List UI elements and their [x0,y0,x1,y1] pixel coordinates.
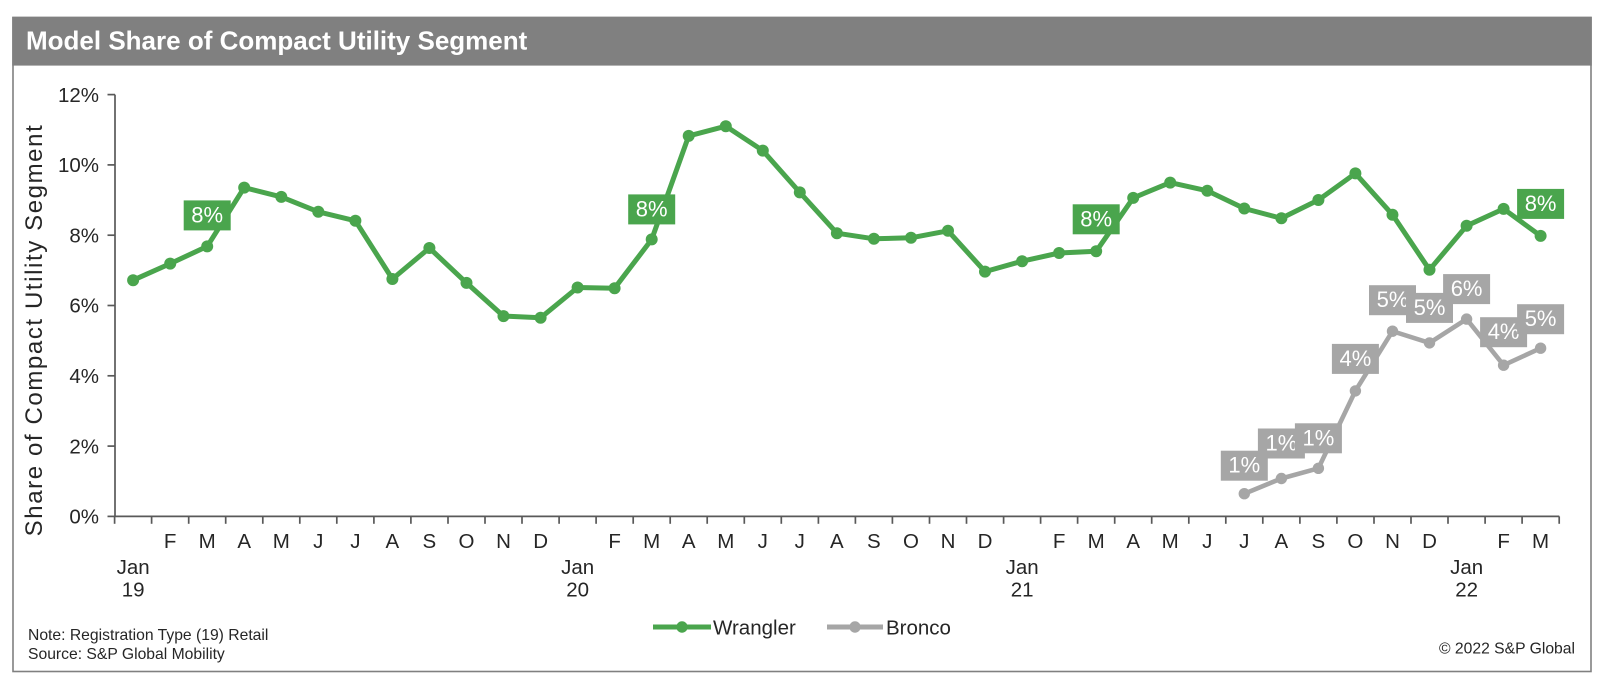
svg-text:Jan: Jan [1450,556,1483,579]
svg-text:S: S [867,530,881,553]
svg-text:8%: 8% [636,196,668,221]
svg-text:8%: 8% [69,224,99,247]
svg-text:Jan: Jan [1006,556,1039,579]
svg-text:M: M [643,530,660,553]
svg-text:6%: 6% [1451,276,1483,301]
svg-text:F: F [1497,530,1510,553]
svg-text:J: J [1202,530,1212,553]
svg-text:2%: 2% [69,435,99,458]
svg-text:M: M [1088,530,1105,553]
svg-text:4%: 4% [1488,319,1520,344]
svg-text:M: M [1162,530,1179,553]
svg-text:D: D [978,530,993,553]
svg-text:J: J [758,530,768,553]
svg-text:A: A [830,530,844,553]
svg-text:Source: S&P Global Mobility: Source: S&P Global Mobility [28,646,225,663]
svg-text:1%: 1% [1228,453,1260,478]
svg-text:8%: 8% [1080,206,1112,231]
svg-text:5%: 5% [1377,287,1409,312]
svg-text:F: F [164,530,177,553]
svg-text:A: A [237,530,251,553]
svg-text:J: J [1239,530,1249,553]
svg-text:N: N [941,530,956,553]
svg-text:A: A [1275,530,1289,553]
svg-text:J: J [795,530,805,553]
svg-text:Jan: Jan [561,556,594,579]
svg-text:0%: 0% [69,506,99,529]
svg-text:O: O [459,530,475,553]
svg-text:1%: 1% [1303,425,1335,450]
svg-text:S: S [1312,530,1326,553]
svg-text:21: 21 [1011,579,1034,602]
svg-text:O: O [903,530,919,553]
svg-text:S: S [423,530,437,553]
svg-text:10%: 10% [58,154,99,177]
svg-text:M: M [1532,530,1549,553]
svg-text:© 2022 S&P Global: © 2022 S&P Global [1439,641,1575,658]
svg-text:12%: 12% [58,84,99,107]
svg-text:D: D [1422,530,1437,553]
svg-text:M: M [273,530,290,553]
svg-text:Model Share of Compact Utility: Model Share of Compact Utility Segment [26,26,528,56]
svg-text:D: D [533,530,548,553]
svg-text:1%: 1% [1266,431,1298,456]
svg-text:Wrangler: Wrangler [713,617,796,640]
svg-text:A: A [386,530,400,553]
svg-text:Jan: Jan [117,556,150,579]
svg-text:19: 19 [122,579,145,602]
svg-text:M: M [199,530,216,553]
svg-text:A: A [1126,530,1140,553]
svg-text:8%: 8% [1525,191,1557,216]
svg-text:22: 22 [1455,579,1478,602]
svg-text:F: F [608,530,621,553]
svg-text:20: 20 [566,579,589,602]
svg-text:O: O [1347,530,1363,553]
svg-text:5%: 5% [1414,295,1446,320]
svg-text:J: J [350,530,360,553]
svg-text:A: A [682,530,696,553]
svg-text:F: F [1053,530,1066,553]
svg-text:6%: 6% [69,295,99,318]
svg-text:4%: 4% [1340,346,1372,371]
svg-text:Bronco: Bronco [886,617,951,640]
svg-text:Share of Compact Utility Segme: Share of Compact Utility Segment [21,124,48,537]
svg-text:J: J [313,530,323,553]
svg-text:8%: 8% [191,202,223,227]
svg-text:Note: Registration Type (19) R: Note: Registration Type (19) Retail [28,627,268,644]
svg-text:5%: 5% [1525,306,1557,331]
svg-text:N: N [496,530,511,553]
svg-text:N: N [1385,530,1400,553]
svg-text:M: M [717,530,734,553]
svg-text:4%: 4% [69,365,99,388]
